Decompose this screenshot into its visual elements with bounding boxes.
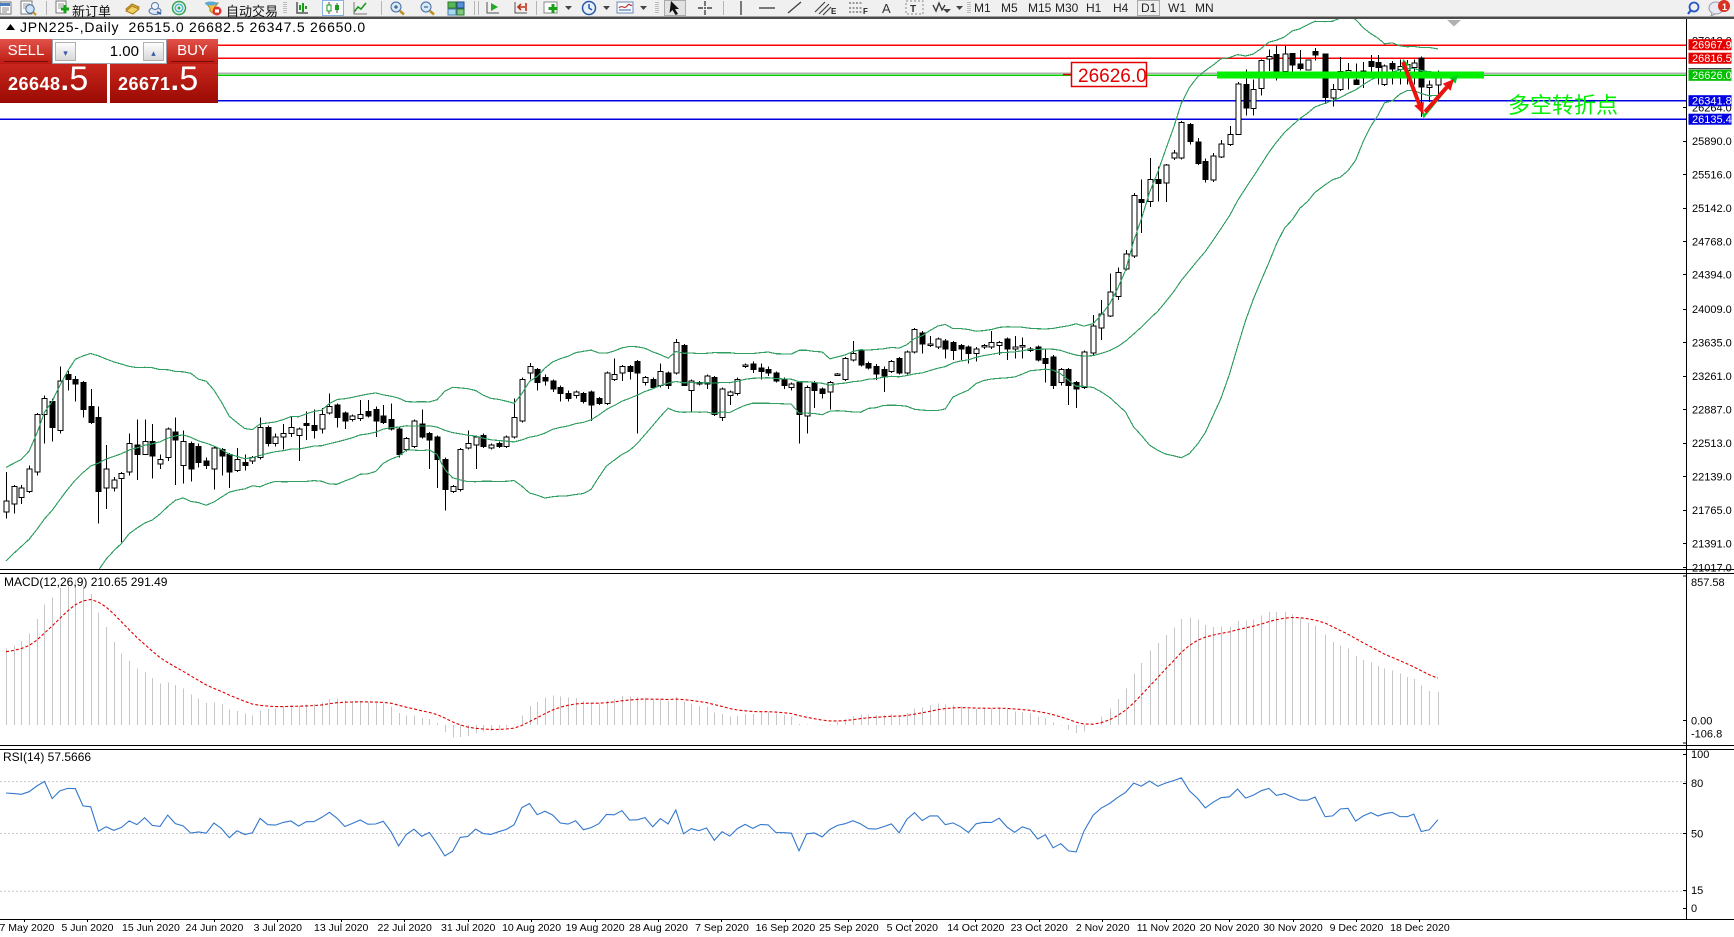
svg-text:21017.0: 21017.0 xyxy=(1692,563,1732,575)
svg-text:14 Oct 2020: 14 Oct 2020 xyxy=(947,922,1004,934)
svg-text:24009.0: 24009.0 xyxy=(1692,304,1732,316)
svg-text:0.00: 0.00 xyxy=(1691,715,1712,727)
svg-text:26626.0: 26626.0 xyxy=(1078,66,1147,87)
svg-text:15: 15 xyxy=(1691,885,1703,897)
svg-text:2 Nov 2020: 2 Nov 2020 xyxy=(1076,922,1130,934)
svg-text:22 Jul 2020: 22 Jul 2020 xyxy=(378,922,432,934)
svg-text:23635.0: 23635.0 xyxy=(1692,338,1732,350)
svg-text:21391.0: 21391.0 xyxy=(1692,538,1732,550)
svg-text:100: 100 xyxy=(1691,749,1709,761)
svg-text:22139.0: 22139.0 xyxy=(1692,471,1732,483)
svg-text:24 Jun 2020: 24 Jun 2020 xyxy=(185,922,243,934)
svg-text:23 Oct 2020: 23 Oct 2020 xyxy=(1011,922,1068,934)
svg-text:T: T xyxy=(910,4,916,15)
svg-text:16 Sep 2020: 16 Sep 2020 xyxy=(756,922,816,934)
svg-text:80: 80 xyxy=(1691,778,1703,790)
svg-text:25142.0: 25142.0 xyxy=(1692,203,1732,215)
svg-text:E: E xyxy=(831,7,837,16)
svg-text:F: F xyxy=(863,7,868,16)
svg-text:9 Dec 2020: 9 Dec 2020 xyxy=(1330,922,1384,934)
svg-text:11 Nov 2020: 11 Nov 2020 xyxy=(1137,922,1196,934)
svg-text:5 Jun 2020: 5 Jun 2020 xyxy=(62,922,114,934)
svg-text:RSI(14) 57.5666: RSI(14) 57.5666 xyxy=(3,750,91,764)
svg-text:18 Dec 2020: 18 Dec 2020 xyxy=(1390,922,1450,934)
svg-text:7 Sep 2020: 7 Sep 2020 xyxy=(695,922,749,934)
svg-text:3 Jul 2020: 3 Jul 2020 xyxy=(254,922,303,934)
svg-text:28 Aug 2020: 28 Aug 2020 xyxy=(629,922,688,934)
svg-text:10 Aug 2020: 10 Aug 2020 xyxy=(502,922,561,934)
svg-text:26341.8: 26341.8 xyxy=(1692,96,1732,108)
svg-text:0: 0 xyxy=(1691,903,1697,915)
svg-text:857.58: 857.58 xyxy=(1691,577,1725,589)
svg-text:5 Oct 2020: 5 Oct 2020 xyxy=(887,922,939,934)
svg-text:30 Nov 2020: 30 Nov 2020 xyxy=(1263,922,1323,934)
svg-text:25 Sep 2020: 25 Sep 2020 xyxy=(819,922,879,934)
svg-text:多空转折点: 多空转折点 xyxy=(1508,93,1618,118)
svg-text:22513.0: 22513.0 xyxy=(1692,438,1732,450)
svg-text:26967.9: 26967.9 xyxy=(1692,40,1732,52)
svg-text:25890.0: 25890.0 xyxy=(1692,136,1732,148)
svg-text:24394.0: 24394.0 xyxy=(1692,270,1732,282)
svg-text:21765.0: 21765.0 xyxy=(1692,505,1732,517)
svg-text:20 Nov 2020: 20 Nov 2020 xyxy=(1200,922,1260,934)
svg-text:26626.0: 26626.0 xyxy=(1692,70,1732,82)
svg-text:24768.0: 24768.0 xyxy=(1692,236,1732,248)
svg-text:15 Jun 2020: 15 Jun 2020 xyxy=(122,922,180,934)
svg-text:27 May 2020: 27 May 2020 xyxy=(0,922,55,934)
svg-text:22887.0: 22887.0 xyxy=(1692,405,1732,417)
svg-text:31 Jul 2020: 31 Jul 2020 xyxy=(441,922,495,934)
svg-text:50: 50 xyxy=(1691,828,1703,840)
svg-text:13 Jul 2020: 13 Jul 2020 xyxy=(314,922,368,934)
svg-text:-106.8: -106.8 xyxy=(1691,728,1722,740)
svg-text:23261.0: 23261.0 xyxy=(1692,371,1732,383)
svg-text:1: 1 xyxy=(1722,2,1727,12)
svg-text:JPN225-,Daily 26515.0 26682.5: JPN225-,Daily 26515.0 26682.5 26347.5 26… xyxy=(20,19,366,35)
svg-text:26135.4: 26135.4 xyxy=(1692,114,1732,126)
svg-text:25516.0: 25516.0 xyxy=(1692,169,1732,181)
svg-text:19 Aug 2020: 19 Aug 2020 xyxy=(566,922,625,934)
svg-text:26816.5: 26816.5 xyxy=(1692,53,1732,65)
svg-text:MACD(12,26,9) 210.65 291.49: MACD(12,26,9) 210.65 291.49 xyxy=(4,575,168,589)
